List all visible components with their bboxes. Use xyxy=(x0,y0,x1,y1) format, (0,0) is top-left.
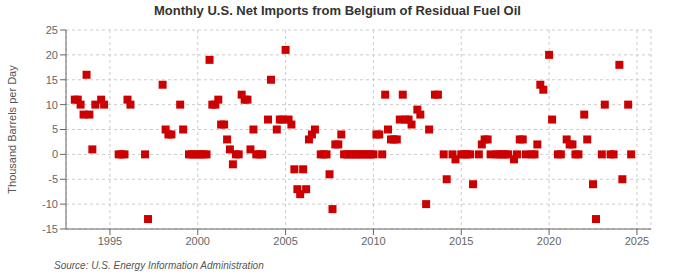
svg-text:2005: 2005 xyxy=(273,235,297,247)
svg-text:-10: -10 xyxy=(42,198,58,210)
svg-text:2015: 2015 xyxy=(449,235,473,247)
svg-text:2020: 2020 xyxy=(537,235,561,247)
svg-text:2025: 2025 xyxy=(625,235,649,247)
svg-text:20: 20 xyxy=(46,49,58,61)
html-text:Monthly U.S. Net Imports from: Monthly U.S. Net Imports from Belgium of… xyxy=(154,3,521,18)
svg-text:10: 10 xyxy=(46,99,58,111)
svg-text:5: 5 xyxy=(52,123,58,135)
svg-text:25: 25 xyxy=(46,24,58,36)
svg-text:Thousand Barrels per Day: Thousand Barrels per Day xyxy=(8,65,18,194)
svg-text:-5: -5 xyxy=(48,173,58,185)
svg-text:2010: 2010 xyxy=(361,235,385,247)
svg-text:0: 0 xyxy=(52,148,58,160)
html-text:Source: U.S. Energy Informatio: Source: U.S. Energy Information Administ… xyxy=(54,260,264,271)
svg-text:2000: 2000 xyxy=(186,235,210,247)
svg-text:-15: -15 xyxy=(42,223,58,235)
svg-text:1995: 1995 xyxy=(98,235,122,247)
svg-text:15: 15 xyxy=(46,74,58,86)
